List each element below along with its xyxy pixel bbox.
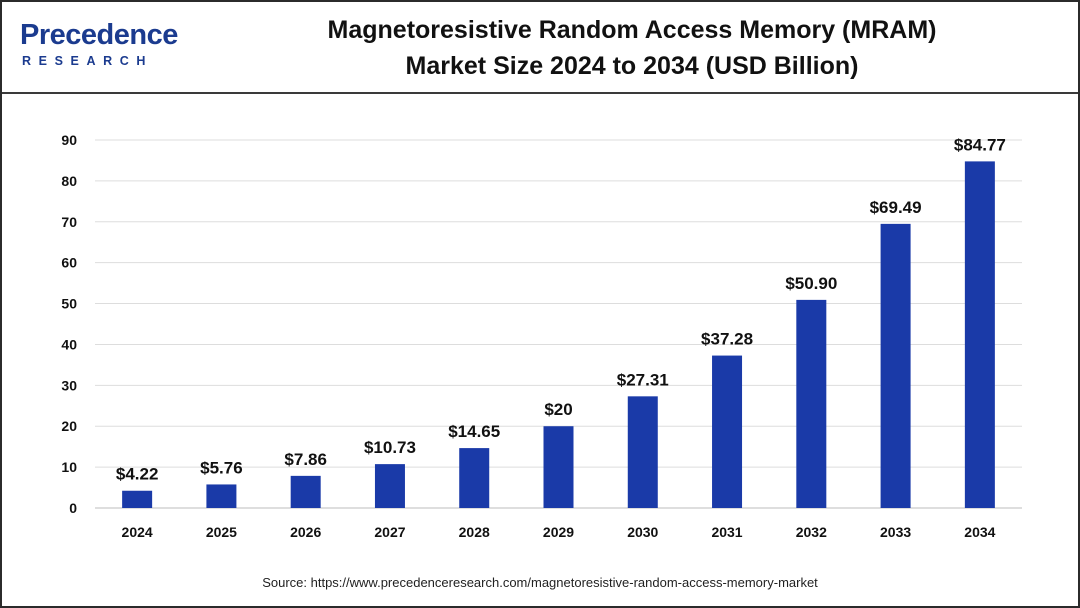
bar <box>796 299 827 508</box>
bar <box>290 475 321 508</box>
data-label: $14.65 <box>448 422 500 441</box>
data-label: $50.90 <box>785 274 837 293</box>
precedence-research-logo: Precedence RESEARCH <box>20 18 180 74</box>
y-tick-label: 20 <box>61 418 77 434</box>
chart-title-line-1: Magnetoresistive Random Access Memory (M… <box>327 16 937 44</box>
bar <box>374 464 405 508</box>
x-tick-label: 2025 <box>206 524 237 540</box>
source-note: Source: https://www.precedenceresearch.c… <box>262 575 818 590</box>
data-label: $20 <box>544 400 572 419</box>
x-tick-label: 2033 <box>880 524 911 540</box>
data-label: $84.77 <box>954 135 1006 154</box>
logo-wordmark: Precedence <box>20 18 178 52</box>
bar <box>712 355 743 508</box>
data-label: $10.73 <box>364 438 416 457</box>
bar <box>122 490 153 508</box>
data-label: $69.49 <box>870 198 922 217</box>
y-tick-label: 80 <box>61 173 77 189</box>
x-tick-label: 2028 <box>459 524 490 540</box>
x-tick-label: 2030 <box>627 524 658 540</box>
y-tick-label: 0 <box>69 500 77 516</box>
x-tick-label: 2032 <box>796 524 827 540</box>
header: Precedence RESEARCH Magnetoresistive Ran… <box>2 2 1078 94</box>
data-label: $37.28 <box>701 330 753 349</box>
bar <box>880 223 911 509</box>
y-tick-label: 70 <box>61 214 77 230</box>
y-tick-label: 60 <box>61 255 77 271</box>
bar <box>964 161 995 508</box>
x-tick-label: 2024 <box>122 524 153 540</box>
x-tick-label: 2027 <box>374 524 405 540</box>
data-label: $4.22 <box>116 465 159 484</box>
y-tick-label: 10 <box>61 459 77 475</box>
x-tick-label: 2026 <box>290 524 321 540</box>
logo-word-rest: recedence <box>38 19 179 51</box>
x-tick-label: 2034 <box>964 524 995 540</box>
data-label: $27.31 <box>617 370 669 389</box>
y-tick-label: 50 <box>61 296 77 312</box>
logo-subtitle: RESEARCH <box>22 54 153 68</box>
x-tick-label: 2031 <box>711 524 742 540</box>
data-label: $7.86 <box>284 450 327 469</box>
x-tick-label: 2029 <box>543 524 574 540</box>
bar <box>459 448 490 508</box>
logo-initial: P <box>20 19 39 51</box>
bar <box>543 426 574 508</box>
chart-title-line-2: Market Size 2024 to 2034 (USD Billion) <box>405 52 859 80</box>
bar <box>627 396 658 508</box>
chart-title: Magnetoresistive Random Access Memory (M… <box>232 12 1032 84</box>
bar <box>206 484 237 508</box>
y-tick-label: 90 <box>61 132 77 148</box>
y-tick-label: 40 <box>61 336 77 352</box>
data-label: $5.76 <box>200 458 243 477</box>
y-tick-label: 30 <box>61 377 77 393</box>
